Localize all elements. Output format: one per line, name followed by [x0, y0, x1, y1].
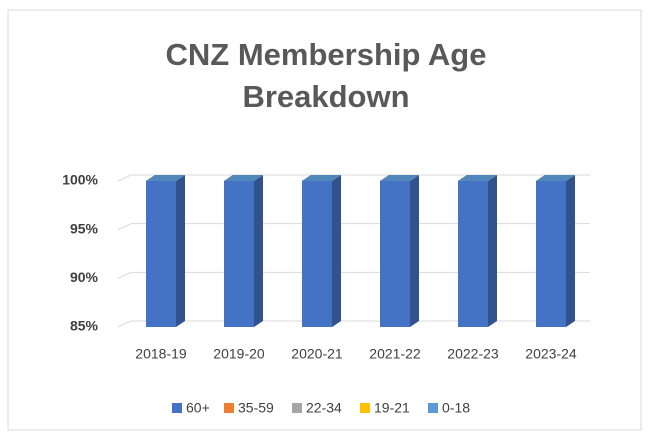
grid-line [117, 174, 132, 182]
bar-top [224, 175, 263, 181]
bar-side [488, 175, 497, 327]
legend-label: 60+ [186, 400, 210, 416]
bar-side [410, 175, 419, 327]
x-tick-label: 2023-24 [525, 346, 577, 362]
bar-front [146, 181, 176, 327]
bar-segment [224, 175, 263, 327]
x-tick-label: 2022-23 [447, 346, 499, 362]
y-tick-label: 95% [70, 220, 99, 236]
bar-front [458, 181, 488, 327]
bar-segment [458, 175, 497, 327]
grid-line [117, 223, 132, 231]
bar-side [176, 175, 185, 327]
bar-segment [380, 175, 419, 181]
bar-segment [458, 175, 497, 181]
bar-front [536, 181, 566, 327]
bar-segment [302, 175, 341, 181]
legend-label: 19-21 [374, 400, 410, 416]
y-tick-label: 90% [70, 269, 99, 285]
x-tick-label: 2019-20 [213, 346, 265, 362]
legend-swatch [292, 403, 302, 413]
legend-swatch [428, 403, 438, 413]
x-tick-label: 2020-21 [291, 346, 343, 362]
grid-line [117, 320, 132, 328]
bar-side [254, 175, 263, 327]
bar-segment [380, 175, 419, 327]
bar-top [458, 175, 497, 181]
y-tick-label: 100% [62, 172, 98, 188]
legend-swatch [360, 403, 370, 413]
bar-segment [302, 175, 341, 327]
bar-front [302, 181, 332, 327]
grid-line [117, 271, 132, 279]
x-tick-label: 2018-19 [135, 346, 187, 362]
legend-label: 0-18 [442, 400, 470, 416]
bar-top [380, 175, 419, 181]
bar-front [380, 181, 410, 327]
bar-segment [224, 175, 263, 181]
legend-label: 35-59 [238, 400, 274, 416]
legend-label: 22-34 [306, 400, 342, 416]
bar-top [536, 175, 575, 181]
bar-top [302, 175, 341, 181]
bar-segment [146, 175, 185, 327]
y-tick-label: 85% [70, 318, 99, 334]
bar-side [566, 175, 575, 327]
legend-swatch [172, 403, 182, 413]
bar-top [146, 175, 185, 181]
bar-segment [146, 175, 185, 181]
chart-title: CNZ Membership Age Breakdown [165, 37, 487, 114]
bar-segment [536, 175, 575, 181]
x-tick-label: 2021-22 [369, 346, 421, 362]
bar-side [332, 175, 341, 327]
bar-front [224, 181, 254, 327]
legend-swatch [224, 403, 234, 413]
bar-segment [536, 175, 575, 327]
